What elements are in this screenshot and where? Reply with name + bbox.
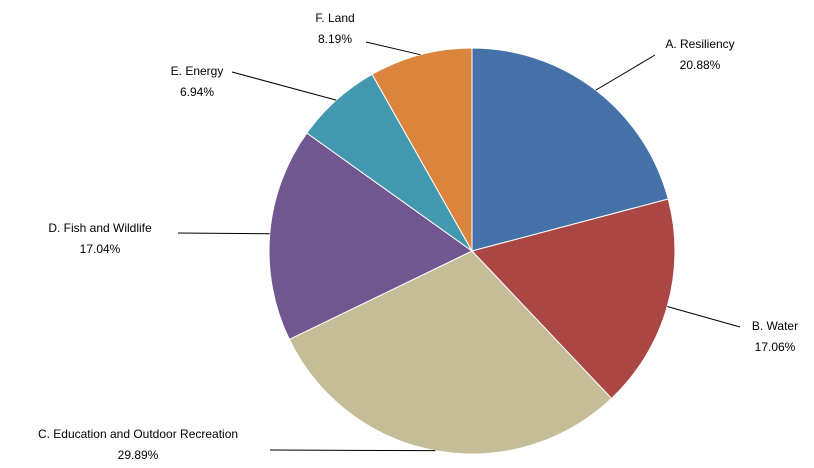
leader-line	[365, 41, 421, 56]
slice-value-label: 8.19%	[318, 32, 352, 46]
slice-value-label: 29.89%	[118, 448, 159, 462]
leader-line	[667, 306, 741, 328]
pie-slice	[288, 250, 613, 455]
pie-slice	[471, 47, 669, 252]
slice-value-label: 17.06%	[755, 340, 796, 354]
slice-value-label: 17.04%	[80, 242, 121, 256]
slice-label: D. Fish and Wildlife	[48, 221, 152, 235]
pie-slice	[268, 132, 473, 341]
slice-label: A. Resiliency	[665, 37, 734, 51]
leader-line	[595, 54, 656, 91]
slice-label: C. Education and Outdoor Recreation	[38, 427, 238, 441]
slice-label: B. Water	[752, 319, 798, 333]
slice-value-label: 6.94%	[180, 85, 214, 99]
pie-slice	[471, 198, 676, 400]
leader-line	[231, 71, 337, 101]
leader-line	[269, 449, 436, 452]
slice-label: F. Land	[315, 11, 354, 25]
leader-line	[177, 232, 270, 235]
slice-value-label: 20.88%	[680, 58, 721, 72]
pie-slice	[371, 47, 473, 253]
slice-label: E. Energy	[171, 64, 224, 78]
